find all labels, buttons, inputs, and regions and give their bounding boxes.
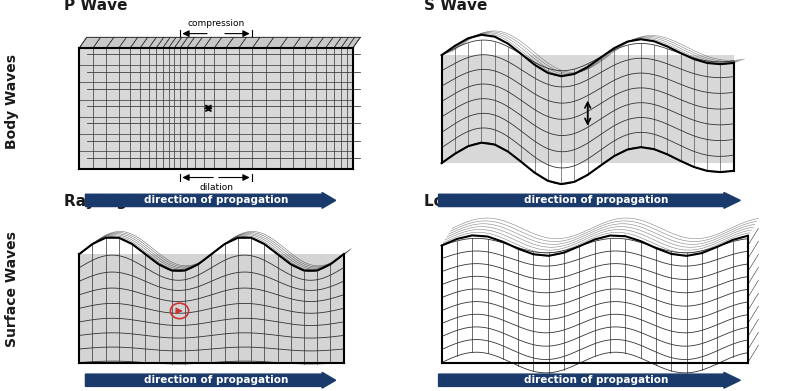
FancyArrow shape <box>438 372 740 388</box>
Text: direction of propagation: direction of propagation <box>524 375 668 385</box>
Text: direction of propagation: direction of propagation <box>144 196 288 205</box>
Polygon shape <box>79 37 361 48</box>
Polygon shape <box>79 254 344 362</box>
Text: Love Wave: Love Wave <box>424 194 517 208</box>
Text: Rayleigh Wave: Rayleigh Wave <box>64 194 190 208</box>
Text: S Wave: S Wave <box>424 0 487 13</box>
Text: compression: compression <box>187 19 245 28</box>
Text: Surface Waves: Surface Waves <box>5 231 19 347</box>
Text: direction of propagation: direction of propagation <box>524 196 668 205</box>
Text: P Wave: P Wave <box>64 0 127 13</box>
Text: direction of propagation: direction of propagation <box>144 375 288 385</box>
Text: Body Waves: Body Waves <box>5 54 19 149</box>
FancyArrow shape <box>86 192 336 208</box>
Polygon shape <box>79 48 353 169</box>
FancyArrow shape <box>86 372 336 388</box>
Polygon shape <box>442 55 734 163</box>
Text: dilation: dilation <box>199 183 233 192</box>
FancyArrow shape <box>438 192 740 208</box>
